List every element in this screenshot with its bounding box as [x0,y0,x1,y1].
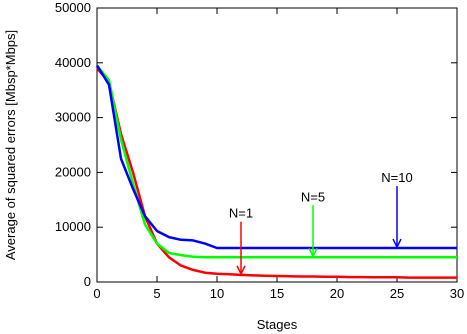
y-tick-label: 30000 [55,110,91,125]
y-tick-label: 0 [84,274,91,289]
y-axis: 0 10000 20000 30000 40000 50000 [55,0,457,289]
x-tick-label: 30 [450,286,464,301]
y-tick-label: 20000 [55,164,91,179]
plot-border [96,7,458,283]
x-tick-label: 10 [210,286,224,301]
x-axis: 0 5 10 15 20 25 30 [93,8,464,301]
annotation-arrowhead-2 [308,248,318,259]
annotation-arrowhead-3 [392,238,402,249]
x-tick-label: 15 [270,286,284,301]
plot-frame [96,7,458,283]
y-tick-label: 40000 [55,55,91,70]
y-axis-label: Average of squared errors [Mbsp*Mbps] [3,30,18,260]
y-tick-label: 50000 [55,0,91,15]
x-axis-label: Stages [257,317,298,332]
x-tick-label: 0 [93,286,100,301]
annotation-label-3: N=10 [381,170,412,185]
y-tick-label: 10000 [55,219,91,234]
x-tick-label: 20 [330,286,344,301]
annotation-layer: N=1 N=5 N=10 [229,170,413,276]
annotation-label-2: N=5 [301,189,325,204]
annotation-label-1: N=1 [229,206,253,221]
x-tick-label: 5 [153,286,160,301]
x-tick-label: 25 [390,286,404,301]
series-line-2 [96,64,457,259]
series-line-3 [95,64,457,250]
annotation-arrowhead-1 [236,265,246,276]
